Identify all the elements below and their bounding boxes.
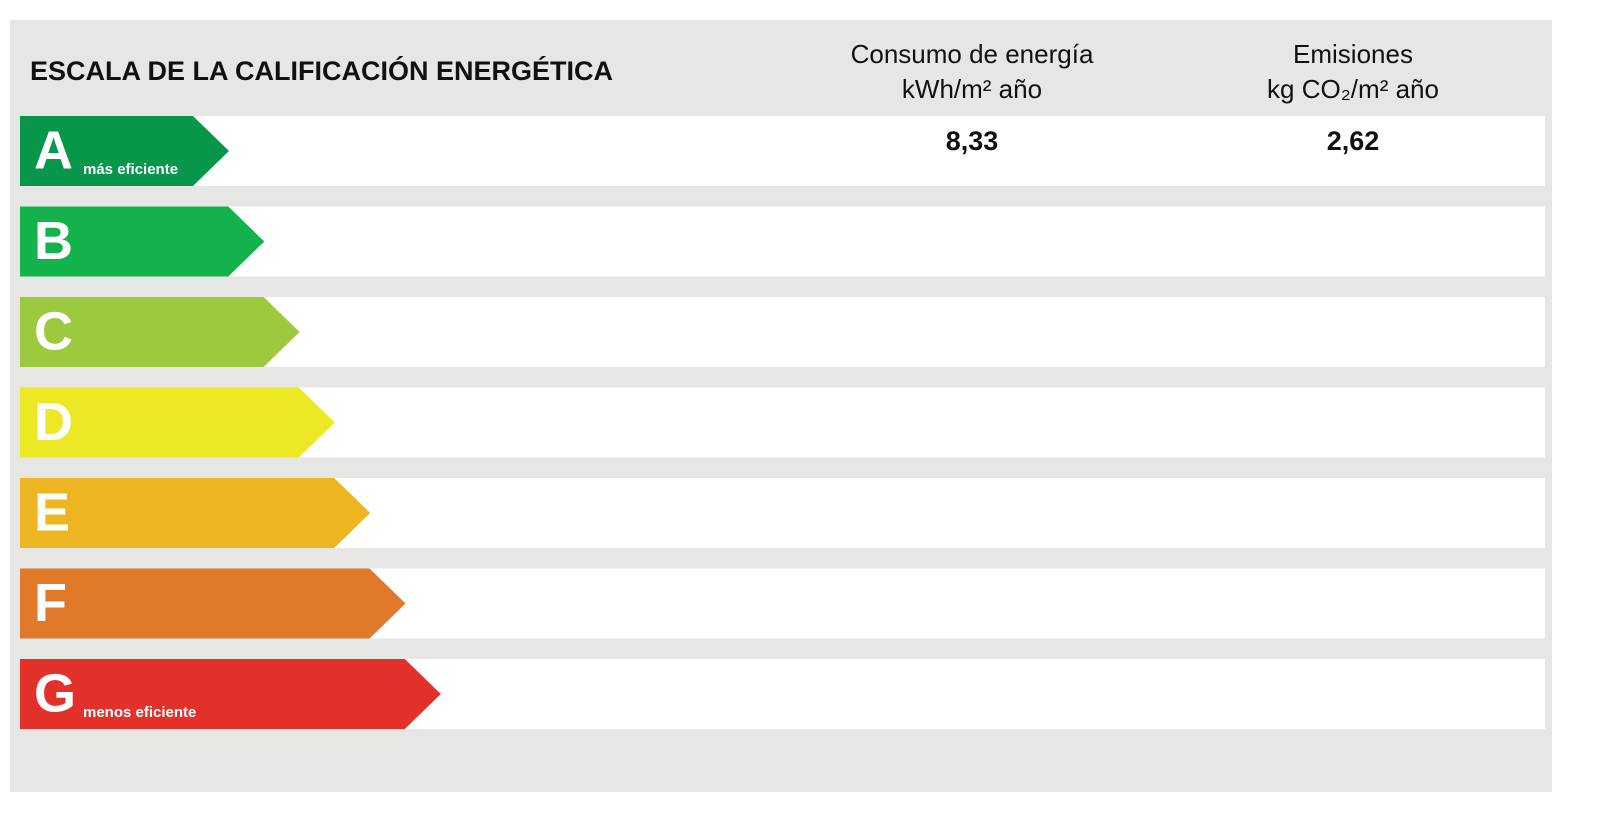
column-unit: kWh/m² año xyxy=(902,74,1042,104)
rating-value: 2,62 xyxy=(1327,126,1380,156)
rating-note: más eficiente xyxy=(83,161,178,178)
rating-letter: D xyxy=(34,392,73,452)
rating-letter: F xyxy=(34,573,67,633)
rating-letter: B xyxy=(34,211,73,271)
rating-letter: G xyxy=(34,663,76,723)
column-header: Consumo de energía xyxy=(851,39,1094,69)
rating-letter: C xyxy=(34,301,73,361)
row xyxy=(20,116,1545,186)
title: ESCALA DE LA CALIFICACIÓN ENERGÉTICA xyxy=(30,55,613,86)
rating-arrow xyxy=(20,659,441,729)
rating-value: 8,33 xyxy=(946,126,999,156)
row xyxy=(20,206,1545,277)
column-unit: kg CO₂/m² año xyxy=(1267,74,1439,104)
rating-arrow xyxy=(20,568,406,639)
rating-arrow xyxy=(20,387,335,458)
rating-arrow xyxy=(20,297,300,367)
rating-letter: E xyxy=(34,482,70,542)
rating-arrow xyxy=(20,478,371,548)
rating-arrow xyxy=(20,206,265,277)
rating-arrow xyxy=(20,116,229,186)
column-header: Emisiones xyxy=(1293,39,1413,69)
rating-letter: A xyxy=(34,120,73,180)
rating-note: menos eficiente xyxy=(83,704,196,721)
